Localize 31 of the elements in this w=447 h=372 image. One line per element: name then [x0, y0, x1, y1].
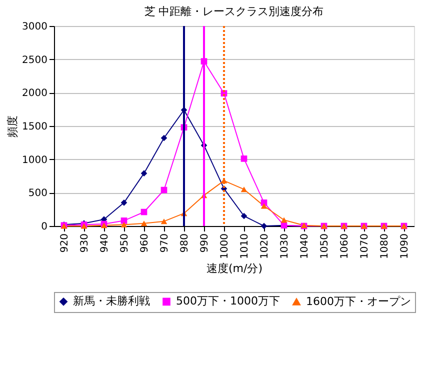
x-tick-label: 960 — [140, 234, 150, 253]
x-tick-label: 1010 — [240, 234, 250, 259]
x-axis-title: 速度(m/分) — [206, 262, 263, 275]
x-tick-label: 1040 — [300, 234, 310, 259]
y-tick-label: 1000 — [22, 154, 48, 166]
y-tick-label: 500 — [28, 188, 48, 200]
x-tick-label: 930 — [80, 234, 90, 253]
x-tick-label: 1070 — [360, 234, 370, 259]
x-tick-label: 970 — [160, 234, 170, 253]
legend-label: 新馬・未勝利戦 — [73, 294, 150, 308]
y-tick-label: 0 — [41, 222, 48, 232]
y-tick-label: 2000 — [22, 88, 48, 100]
x-tick-label: 950 — [120, 234, 130, 253]
x-tick-label: 1090 — [400, 234, 410, 259]
y-tick-label: 2500 — [22, 54, 48, 66]
y-axis-title: 頻度 — [6, 116, 20, 138]
x-tick-label: 1050 — [320, 234, 330, 259]
legend-label: 1600万下・オープン — [306, 294, 411, 308]
x-tick-label: 1030 — [280, 234, 290, 259]
x-tick-label: 1020 — [260, 234, 270, 259]
x-tick-label: 940 — [100, 234, 110, 253]
x-tick-label: 1080 — [380, 234, 390, 259]
y-tick-label: 1500 — [22, 122, 48, 132]
x-tick-label: 990 — [200, 234, 210, 253]
legend-label: 500万下・1000万下 — [176, 294, 280, 308]
x-tick-label: 980 — [180, 234, 190, 253]
y-tick-label: 3000 — [22, 22, 48, 32]
x-tick-label: 1060 — [340, 234, 350, 259]
x-tick-label: 920 — [60, 234, 70, 253]
x-tick-label: 1000 — [220, 234, 230, 259]
chart-title: 芝 中距離・レースクラス別速度分布 — [144, 5, 324, 18]
